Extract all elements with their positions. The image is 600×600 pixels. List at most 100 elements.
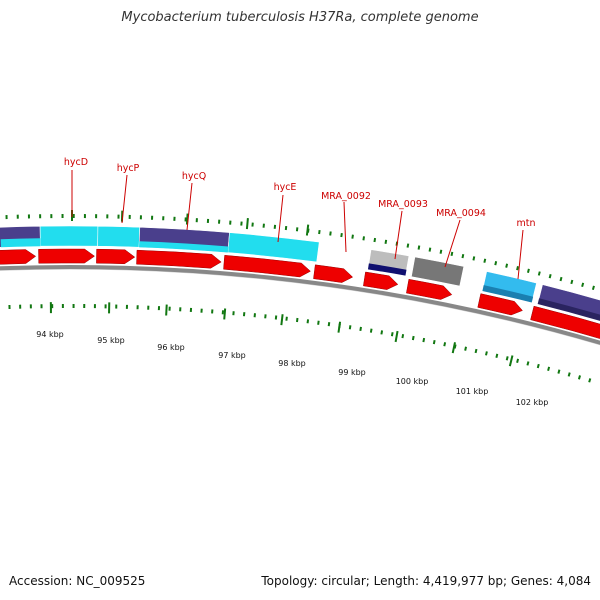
tick-major bbox=[305, 224, 310, 236]
tick-mark bbox=[450, 251, 454, 257]
tick-mark bbox=[526, 361, 530, 366]
tick-mark bbox=[373, 237, 377, 243]
tick-mark bbox=[461, 253, 465, 259]
tick-mark bbox=[369, 328, 373, 333]
gene-label-line bbox=[277, 194, 284, 243]
genome-stats: Topology: circular; Length: 4,419,977 bp… bbox=[261, 574, 591, 588]
tick-mark bbox=[384, 239, 388, 244]
map-title: Mycobacterium tuberculosis H37Ra, comple… bbox=[121, 10, 479, 25]
tick-mark bbox=[432, 339, 436, 345]
cds-arrow bbox=[96, 248, 136, 265]
tick-major bbox=[394, 330, 399, 343]
tick-mark bbox=[526, 268, 530, 274]
tick-mark bbox=[516, 266, 519, 271]
tick-mark bbox=[567, 372, 571, 377]
cds-arrow bbox=[530, 305, 600, 339]
tick-major bbox=[508, 355, 514, 367]
feature-block bbox=[537, 298, 600, 321]
tick-mark bbox=[505, 263, 509, 268]
feature-block bbox=[411, 256, 465, 287]
gene-label-line bbox=[517, 229, 524, 280]
tick-mark bbox=[348, 325, 352, 330]
tick-mark bbox=[570, 279, 574, 285]
cds-arrow bbox=[406, 278, 453, 300]
cds-arrow bbox=[136, 249, 222, 269]
gene-label-hycQ: hycQ bbox=[182, 171, 206, 182]
gene-label-MRA_0094: MRA_0094 bbox=[436, 208, 486, 219]
tick-mark bbox=[340, 232, 343, 238]
tick-mark bbox=[401, 333, 405, 339]
tick-mark bbox=[505, 356, 509, 361]
tick-mark bbox=[495, 353, 499, 358]
cds-track bbox=[0, 248, 600, 339]
tick-mark bbox=[464, 346, 467, 351]
cds-arrow bbox=[313, 264, 354, 283]
tick-mark bbox=[548, 274, 552, 279]
tick-mark bbox=[428, 247, 432, 252]
tick-mark bbox=[577, 375, 581, 380]
tick-mark bbox=[362, 236, 366, 241]
tick-mark bbox=[536, 363, 540, 369]
cds-arrow bbox=[223, 254, 311, 278]
accession-label: Accession: NC_009525 bbox=[9, 574, 146, 588]
feature-block bbox=[367, 263, 407, 276]
tick-mark bbox=[318, 229, 321, 235]
feature-block bbox=[139, 241, 229, 253]
tick-mark bbox=[329, 231, 332, 236]
scale-label: 102 kbp bbox=[516, 398, 549, 407]
scale-labels: 94 kbp 95 kbp 96 kbp 97 kbp 98 kbp 99 kb… bbox=[36, 330, 548, 407]
inner-scale-ring bbox=[8, 302, 592, 383]
feature-block bbox=[97, 225, 141, 248]
gene-labels: hycD hycP hycQ hycE MRA_0092 MRA_0093 MR… bbox=[64, 157, 536, 280]
tick-mark bbox=[439, 249, 443, 254]
gene-label-MRA_0092: MRA_0092 bbox=[321, 191, 371, 202]
tick-mark bbox=[557, 369, 561, 374]
tick-mark bbox=[422, 337, 426, 343]
scale-label: 98 kbp bbox=[278, 359, 306, 368]
tick-mark bbox=[327, 322, 331, 327]
tick-mark bbox=[359, 326, 362, 332]
tick-major bbox=[280, 314, 284, 326]
tick-mark bbox=[537, 271, 541, 276]
backbone-highlight bbox=[0, 268, 600, 346]
tick-mark bbox=[406, 243, 410, 248]
gene-label-line bbox=[343, 201, 347, 253]
tick-mark bbox=[559, 276, 563, 282]
tick-mark bbox=[485, 351, 488, 356]
scale-label: 95 kbp bbox=[97, 336, 125, 345]
tick-major bbox=[165, 304, 168, 316]
gene-label-hycE: hycE bbox=[274, 182, 297, 193]
scale-label: 101 kbp bbox=[456, 387, 489, 396]
tick-mark bbox=[581, 282, 585, 288]
scale-label: 96 kbp bbox=[157, 343, 185, 352]
tick-mark bbox=[351, 234, 354, 239]
tick-mark bbox=[483, 258, 487, 263]
gene-label-hycD: hycD bbox=[64, 157, 88, 168]
tick-mark bbox=[591, 285, 595, 290]
cds-arrow bbox=[477, 293, 523, 316]
tick-mark bbox=[516, 358, 520, 364]
tick-mark bbox=[588, 378, 592, 383]
feature-block bbox=[0, 238, 41, 248]
tick-mark bbox=[474, 348, 478, 354]
cds-arrow bbox=[0, 249, 37, 265]
tick-major bbox=[185, 213, 189, 225]
tick-mark bbox=[472, 256, 476, 261]
gene-label-MRA_0093: MRA_0093 bbox=[378, 199, 428, 210]
tick-mark bbox=[443, 342, 447, 347]
feature-block bbox=[39, 225, 99, 247]
feature-block bbox=[227, 232, 320, 263]
scale-label: 99 kbp bbox=[338, 368, 366, 377]
gene-label-line bbox=[394, 210, 403, 260]
scale-label: 100 kbp bbox=[396, 377, 429, 386]
tick-major bbox=[451, 342, 456, 354]
tick-mark bbox=[417, 245, 421, 250]
gene-label-line bbox=[186, 182, 193, 231]
tick-mark bbox=[547, 366, 551, 372]
tick-mark bbox=[306, 319, 310, 324]
tick-mark bbox=[494, 261, 498, 266]
feature-track bbox=[0, 225, 600, 346]
scale-label: 94 kbp bbox=[36, 330, 64, 339]
gene-label-line bbox=[121, 174, 128, 224]
tick-major bbox=[223, 308, 227, 320]
